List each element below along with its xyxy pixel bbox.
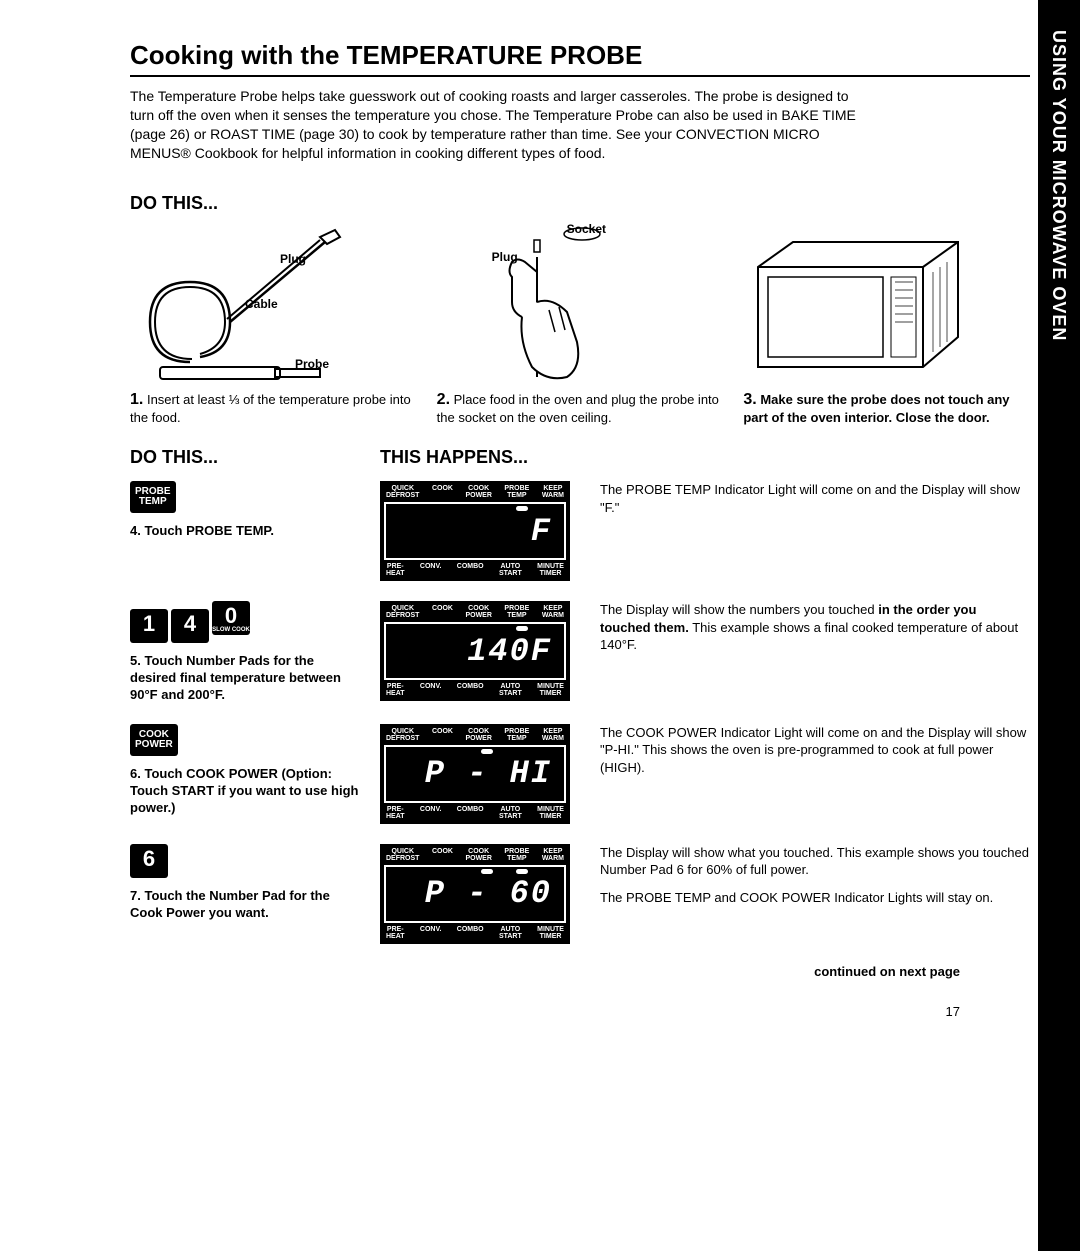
display-panel-6: QUICK DEFROSTCOOKCOOK POWERPROBE TEMPKEE… (380, 724, 570, 824)
display-panel-7: QUICK DEFROSTCOOKCOOK POWERPROBE TEMPKEE… (380, 844, 570, 944)
display-7-desc: The Display will show what you touched. … (600, 844, 1030, 907)
this-happens-heading: THIS HAPPENS... (380, 447, 580, 468)
display-5-desc: The Display will show the numbers you to… (600, 601, 1030, 654)
plug-label: Plug (280, 252, 306, 266)
display-panel-4: QUICK DEFROSTCOOKCOOK POWERPROBE TEMPKEE… (380, 481, 570, 581)
display-4-desc: The PROBE TEMP Indicator Light will come… (600, 481, 1030, 516)
intro-paragraph: The Temperature Probe helps take guesswo… (130, 87, 870, 163)
number-pad-0: 0SLOW COOK (212, 601, 250, 635)
do-this-heading-1: DO THIS... (130, 193, 1030, 214)
probe-label: Probe (295, 357, 329, 371)
hand-plug-diagram: Socket Plug (437, 222, 724, 382)
step-3-text: 3. Make sure the probe does not touch an… (743, 390, 1030, 428)
probe-diagram: Plug Cable Probe (130, 222, 417, 382)
number-pad-4: 4 (171, 609, 209, 643)
page-title: Cooking with the TEMPERATURE PROBE (130, 40, 1030, 77)
continued-label: continued on next page (130, 964, 1030, 979)
page-number: 17 (130, 1004, 1030, 1019)
number-pad-6: 6 (130, 844, 168, 878)
socket-label: Socket (567, 222, 606, 236)
cable-label: Cable (245, 297, 278, 311)
step-5-text: 5. Touch Number Pads for the desired fin… (130, 653, 360, 704)
display-panel-5: QUICK DEFROSTCOOKCOOK POWERPROBE TEMPKEE… (380, 601, 570, 701)
step-6-text: 6. Touch COOK POWER (Option: Touch START… (130, 766, 360, 817)
do-this-heading-2: DO THIS... (130, 447, 360, 468)
oven-diagram (743, 222, 1030, 382)
probe-temp-button: PROBE TEMP (130, 481, 176, 513)
number-pad-1: 1 (130, 609, 168, 643)
step-1-text: 1. Insert at least ⅓ of the temperature … (130, 390, 417, 428)
display-6-desc: The COOK POWER Indicator Light will come… (600, 724, 1030, 777)
cook-power-button: COOK POWER (130, 724, 178, 756)
step-7-text: 7. Touch the Number Pad for the Cook Pow… (130, 888, 360, 922)
step-4-text: 4. Touch PROBE TEMP. (130, 523, 360, 540)
step-2-text: 2. Place food in the oven and plug the p… (437, 390, 724, 428)
plug-label-2: Plug (492, 250, 518, 264)
